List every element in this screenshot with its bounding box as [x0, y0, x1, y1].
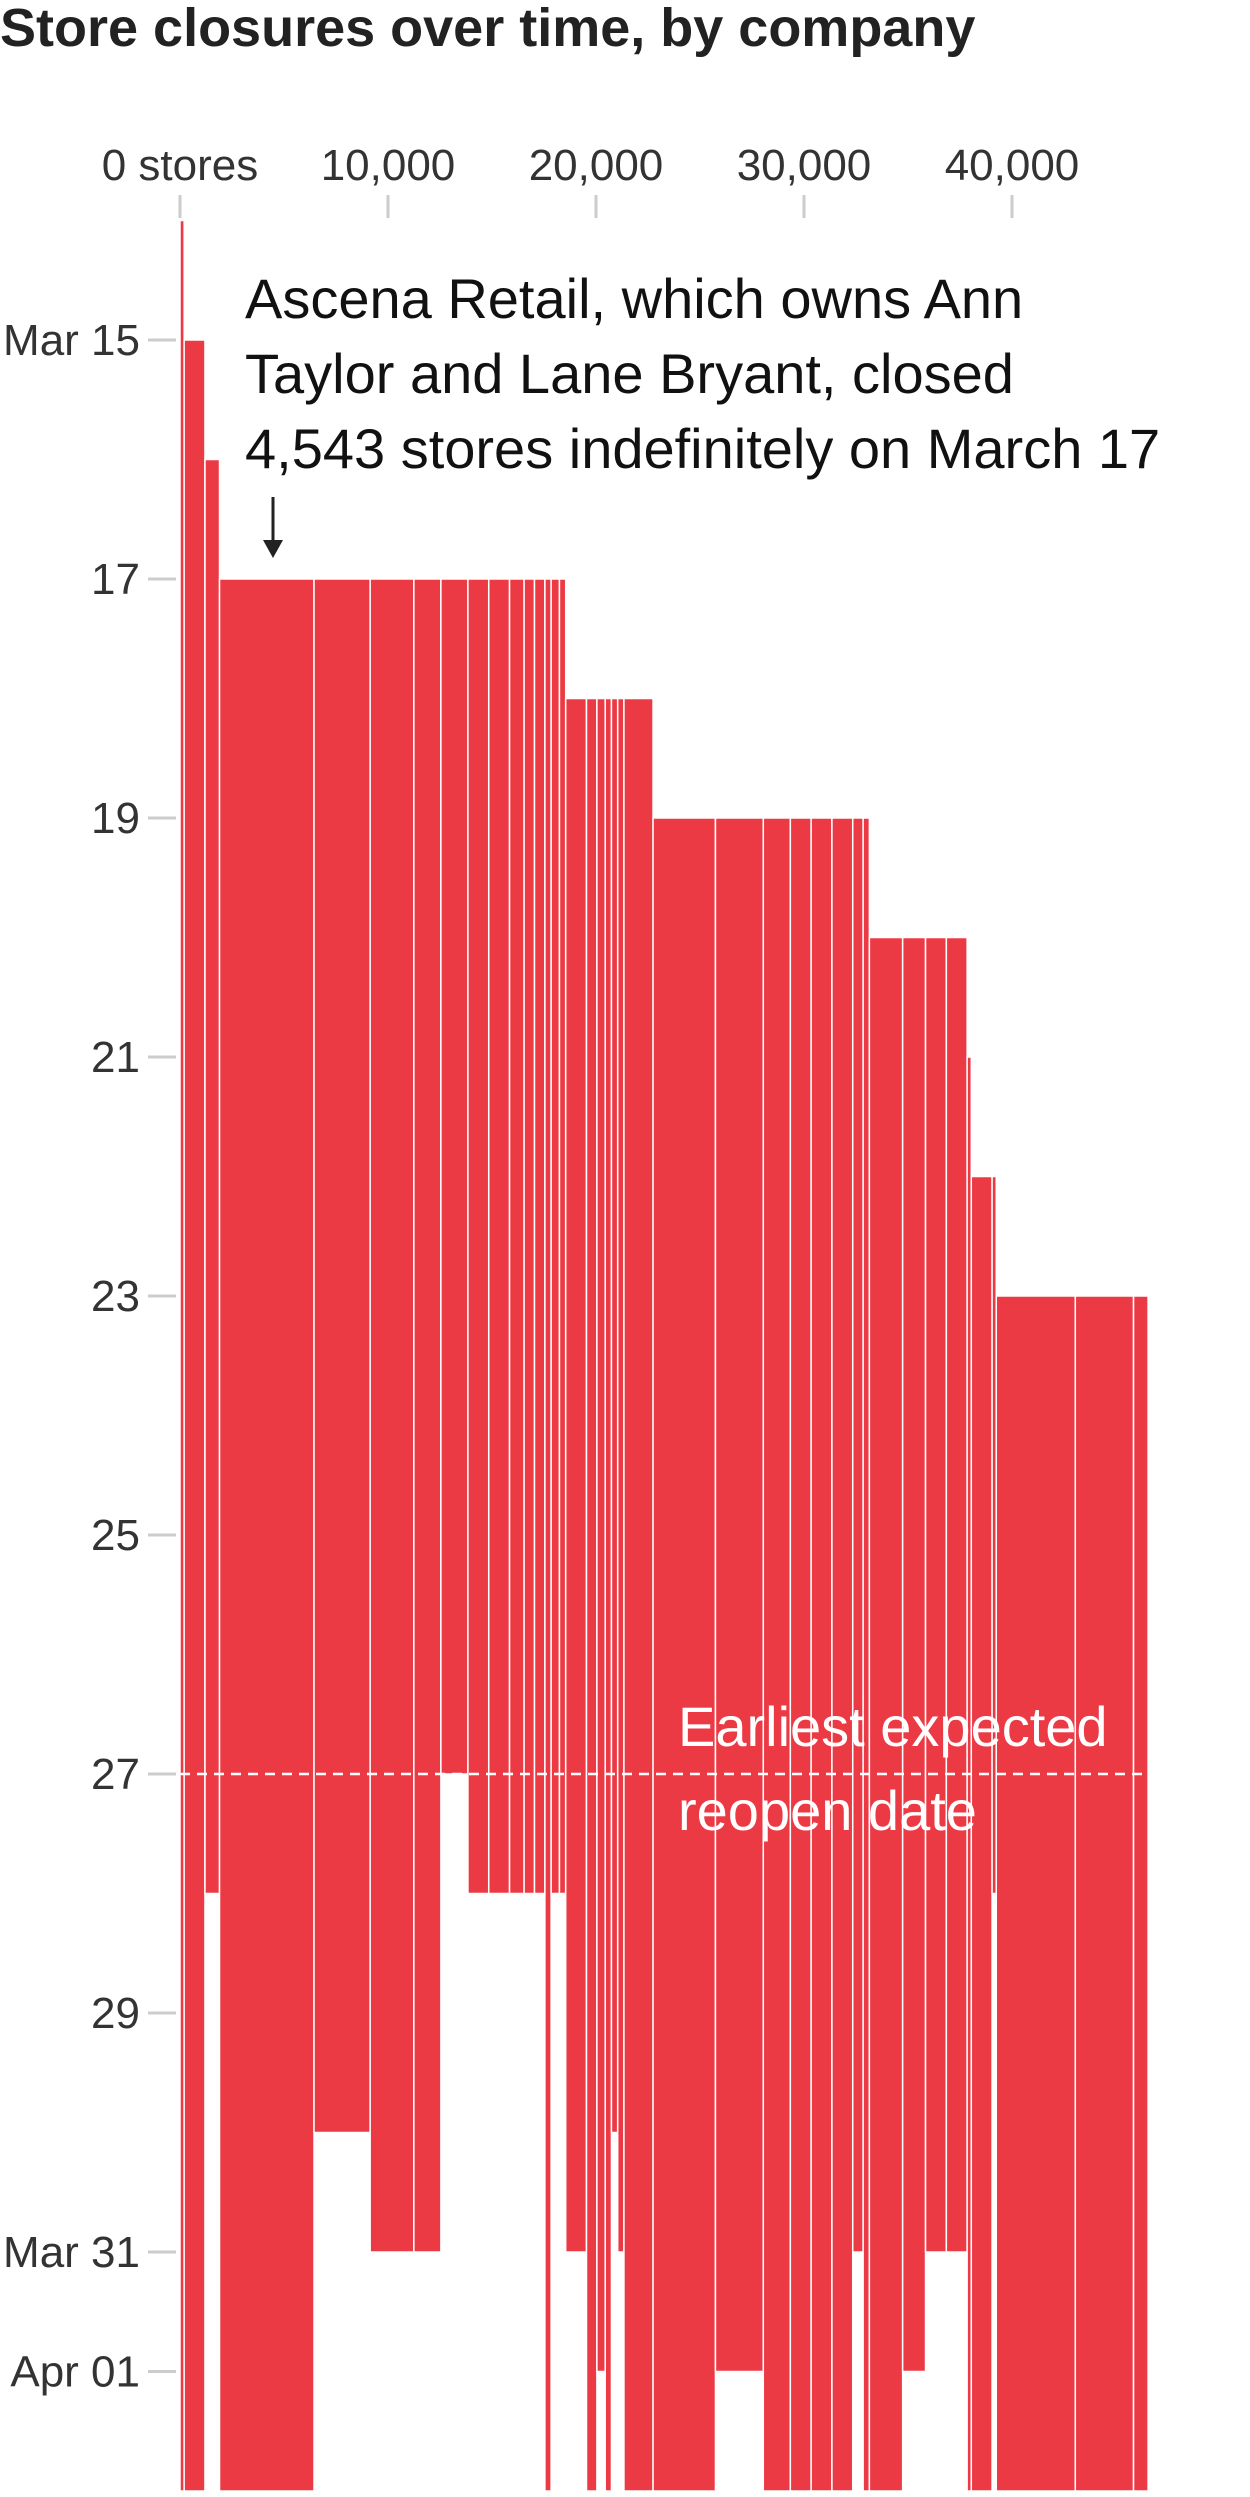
closure-bar [924, 936, 948, 2253]
reference-line-layer: Earliest expected reopen date [180, 1695, 1198, 1842]
y-tick-label: 19 [91, 794, 140, 843]
y-tick-label: Apr 01 [10, 2348, 140, 2397]
reference-line-label: reopen date [678, 1779, 977, 1842]
y-tick-label: 23 [91, 1272, 140, 1321]
x-tick-label: 30,000 [737, 141, 872, 190]
closure-bar [762, 817, 792, 2492]
closure-bar [550, 578, 561, 1895]
closure-bar [585, 697, 598, 2492]
closure-bar [369, 578, 415, 2253]
x-tick-label: 20,000 [529, 141, 664, 190]
annotation-layer: Ascena Retail, which owns Ann Taylor and … [245, 267, 1160, 558]
closure-bar [558, 578, 567, 1895]
closure-bar [440, 578, 469, 1775]
chart-title: Store closures over time, by company [0, 0, 975, 58]
closure-bar [604, 697, 613, 2492]
closure-bar [831, 817, 854, 2492]
closure-bar [218, 578, 315, 2492]
closure-bar [487, 578, 511, 1895]
closure-bar [851, 817, 864, 2253]
closure-bar [204, 458, 221, 1895]
closure-bar [810, 817, 833, 2492]
closure-bar [508, 578, 525, 1895]
y-tick-label: 29 [91, 1989, 140, 2038]
closure-bar [1132, 1295, 1149, 2492]
y-tick-label: Mar 15 [3, 316, 140, 365]
closure-bar [610, 697, 619, 2134]
closure-bar [901, 936, 927, 2373]
closure-bar [995, 1295, 1077, 2492]
closure-bar [523, 578, 536, 1895]
reference-line-label: Earliest expected [678, 1695, 1108, 1758]
closure-bar [1074, 1295, 1135, 2492]
closure-bar [183, 339, 206, 2492]
annotation-line: 4,543 stores indefinitely on March 17 [245, 417, 1160, 480]
closure-bar [714, 817, 765, 2373]
closure-bar [413, 578, 442, 2253]
y-tick-label: Mar 31 [3, 2228, 140, 2277]
axis-ticks-layer: 0 stores 10,000 20,000 30,000 40,000 Mar 15 17… [3, 141, 1079, 2397]
x-tick-label: 0 stores [102, 141, 259, 190]
x-tick-label: 10,000 [321, 141, 456, 190]
annotation-line: Ascena Retail, which owns Ann [245, 267, 1023, 330]
y-tick-label: 25 [91, 1511, 140, 1560]
x-tick-label: 40,000 [945, 141, 1080, 190]
bars-layer [179, 219, 1149, 2492]
closure-bar [533, 578, 546, 1895]
y-tick-label: 17 [91, 555, 140, 604]
y-tick-label: 21 [91, 1033, 140, 1082]
closure-bar [652, 817, 717, 2492]
y-tick-label: 27 [91, 1750, 140, 1799]
closure-bar [789, 817, 812, 2492]
annotation-arrow-head [263, 540, 283, 558]
closure-bar [564, 697, 588, 2253]
closure-bar [467, 578, 490, 1895]
closure-bar [945, 936, 968, 2253]
closure-bar [862, 817, 871, 2492]
closure-bar [868, 936, 904, 2492]
closure-bar [313, 578, 371, 2134]
annotation-line: Taylor and Lane Bryant, closed [245, 342, 1014, 405]
closure-bar [544, 578, 552, 2492]
closure-bar [616, 697, 625, 2253]
closure-bar [596, 697, 606, 2373]
closure-bar [623, 697, 654, 2492]
